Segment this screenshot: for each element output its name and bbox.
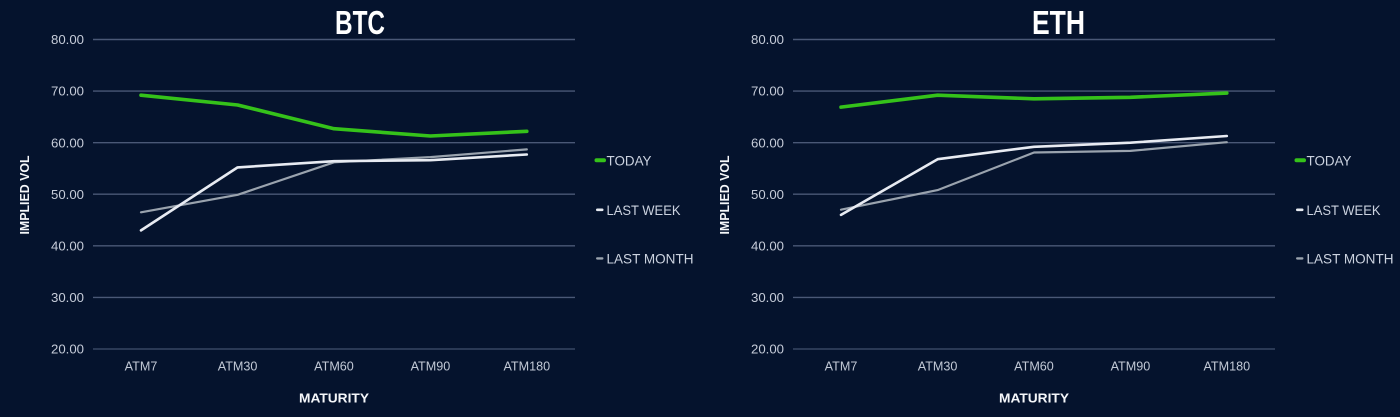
svg-text:ATM180: ATM180 xyxy=(1203,360,1250,374)
svg-text:TODAY: TODAY xyxy=(1307,153,1353,169)
svg-text:ETH: ETH xyxy=(1032,4,1085,41)
svg-text:ATM180: ATM180 xyxy=(503,360,550,374)
svg-text:ATM30: ATM30 xyxy=(218,360,258,374)
svg-text:40.00: 40.00 xyxy=(751,238,784,253)
svg-text:LAST MONTH: LAST MONTH xyxy=(1307,251,1394,267)
svg-text:40.00: 40.00 xyxy=(51,238,84,253)
svg-text:LAST WEEK: LAST WEEK xyxy=(607,202,682,218)
svg-text:80.00: 80.00 xyxy=(51,32,84,47)
svg-text:70.00: 70.00 xyxy=(751,84,784,99)
svg-text:60.00: 60.00 xyxy=(751,135,784,150)
svg-text:LAST WEEK: LAST WEEK xyxy=(1307,202,1382,218)
svg-text:ATM7: ATM7 xyxy=(125,360,158,374)
svg-text:60.00: 60.00 xyxy=(51,135,84,150)
svg-text:70.00: 70.00 xyxy=(51,84,84,99)
svg-text:ATM7: ATM7 xyxy=(825,360,858,374)
svg-text:BTC: BTC xyxy=(335,4,385,41)
svg-text:ATM60: ATM60 xyxy=(314,360,354,374)
svg-text:50.00: 50.00 xyxy=(751,187,784,202)
svg-text:50.00: 50.00 xyxy=(51,187,84,202)
svg-text:MATURITY: MATURITY xyxy=(299,391,369,406)
svg-text:IMPLIED VOL: IMPLIED VOL xyxy=(18,155,32,234)
svg-text:ATM90: ATM90 xyxy=(1111,360,1151,374)
svg-text:30.00: 30.00 xyxy=(751,290,784,305)
svg-text:IMPLIED VOL: IMPLIED VOL xyxy=(718,155,732,234)
svg-text:80.00: 80.00 xyxy=(751,32,784,47)
svg-text:ATM60: ATM60 xyxy=(1014,360,1054,374)
svg-text:ATM90: ATM90 xyxy=(411,360,451,374)
svg-text:30.00: 30.00 xyxy=(51,290,84,305)
svg-text:20.00: 20.00 xyxy=(51,342,84,357)
svg-text:MATURITY: MATURITY xyxy=(999,391,1069,406)
svg-text:ATM30: ATM30 xyxy=(918,360,958,374)
svg-text:TODAY: TODAY xyxy=(607,153,653,169)
svg-text:20.00: 20.00 xyxy=(751,342,784,357)
svg-text:LAST MONTH: LAST MONTH xyxy=(607,251,694,267)
